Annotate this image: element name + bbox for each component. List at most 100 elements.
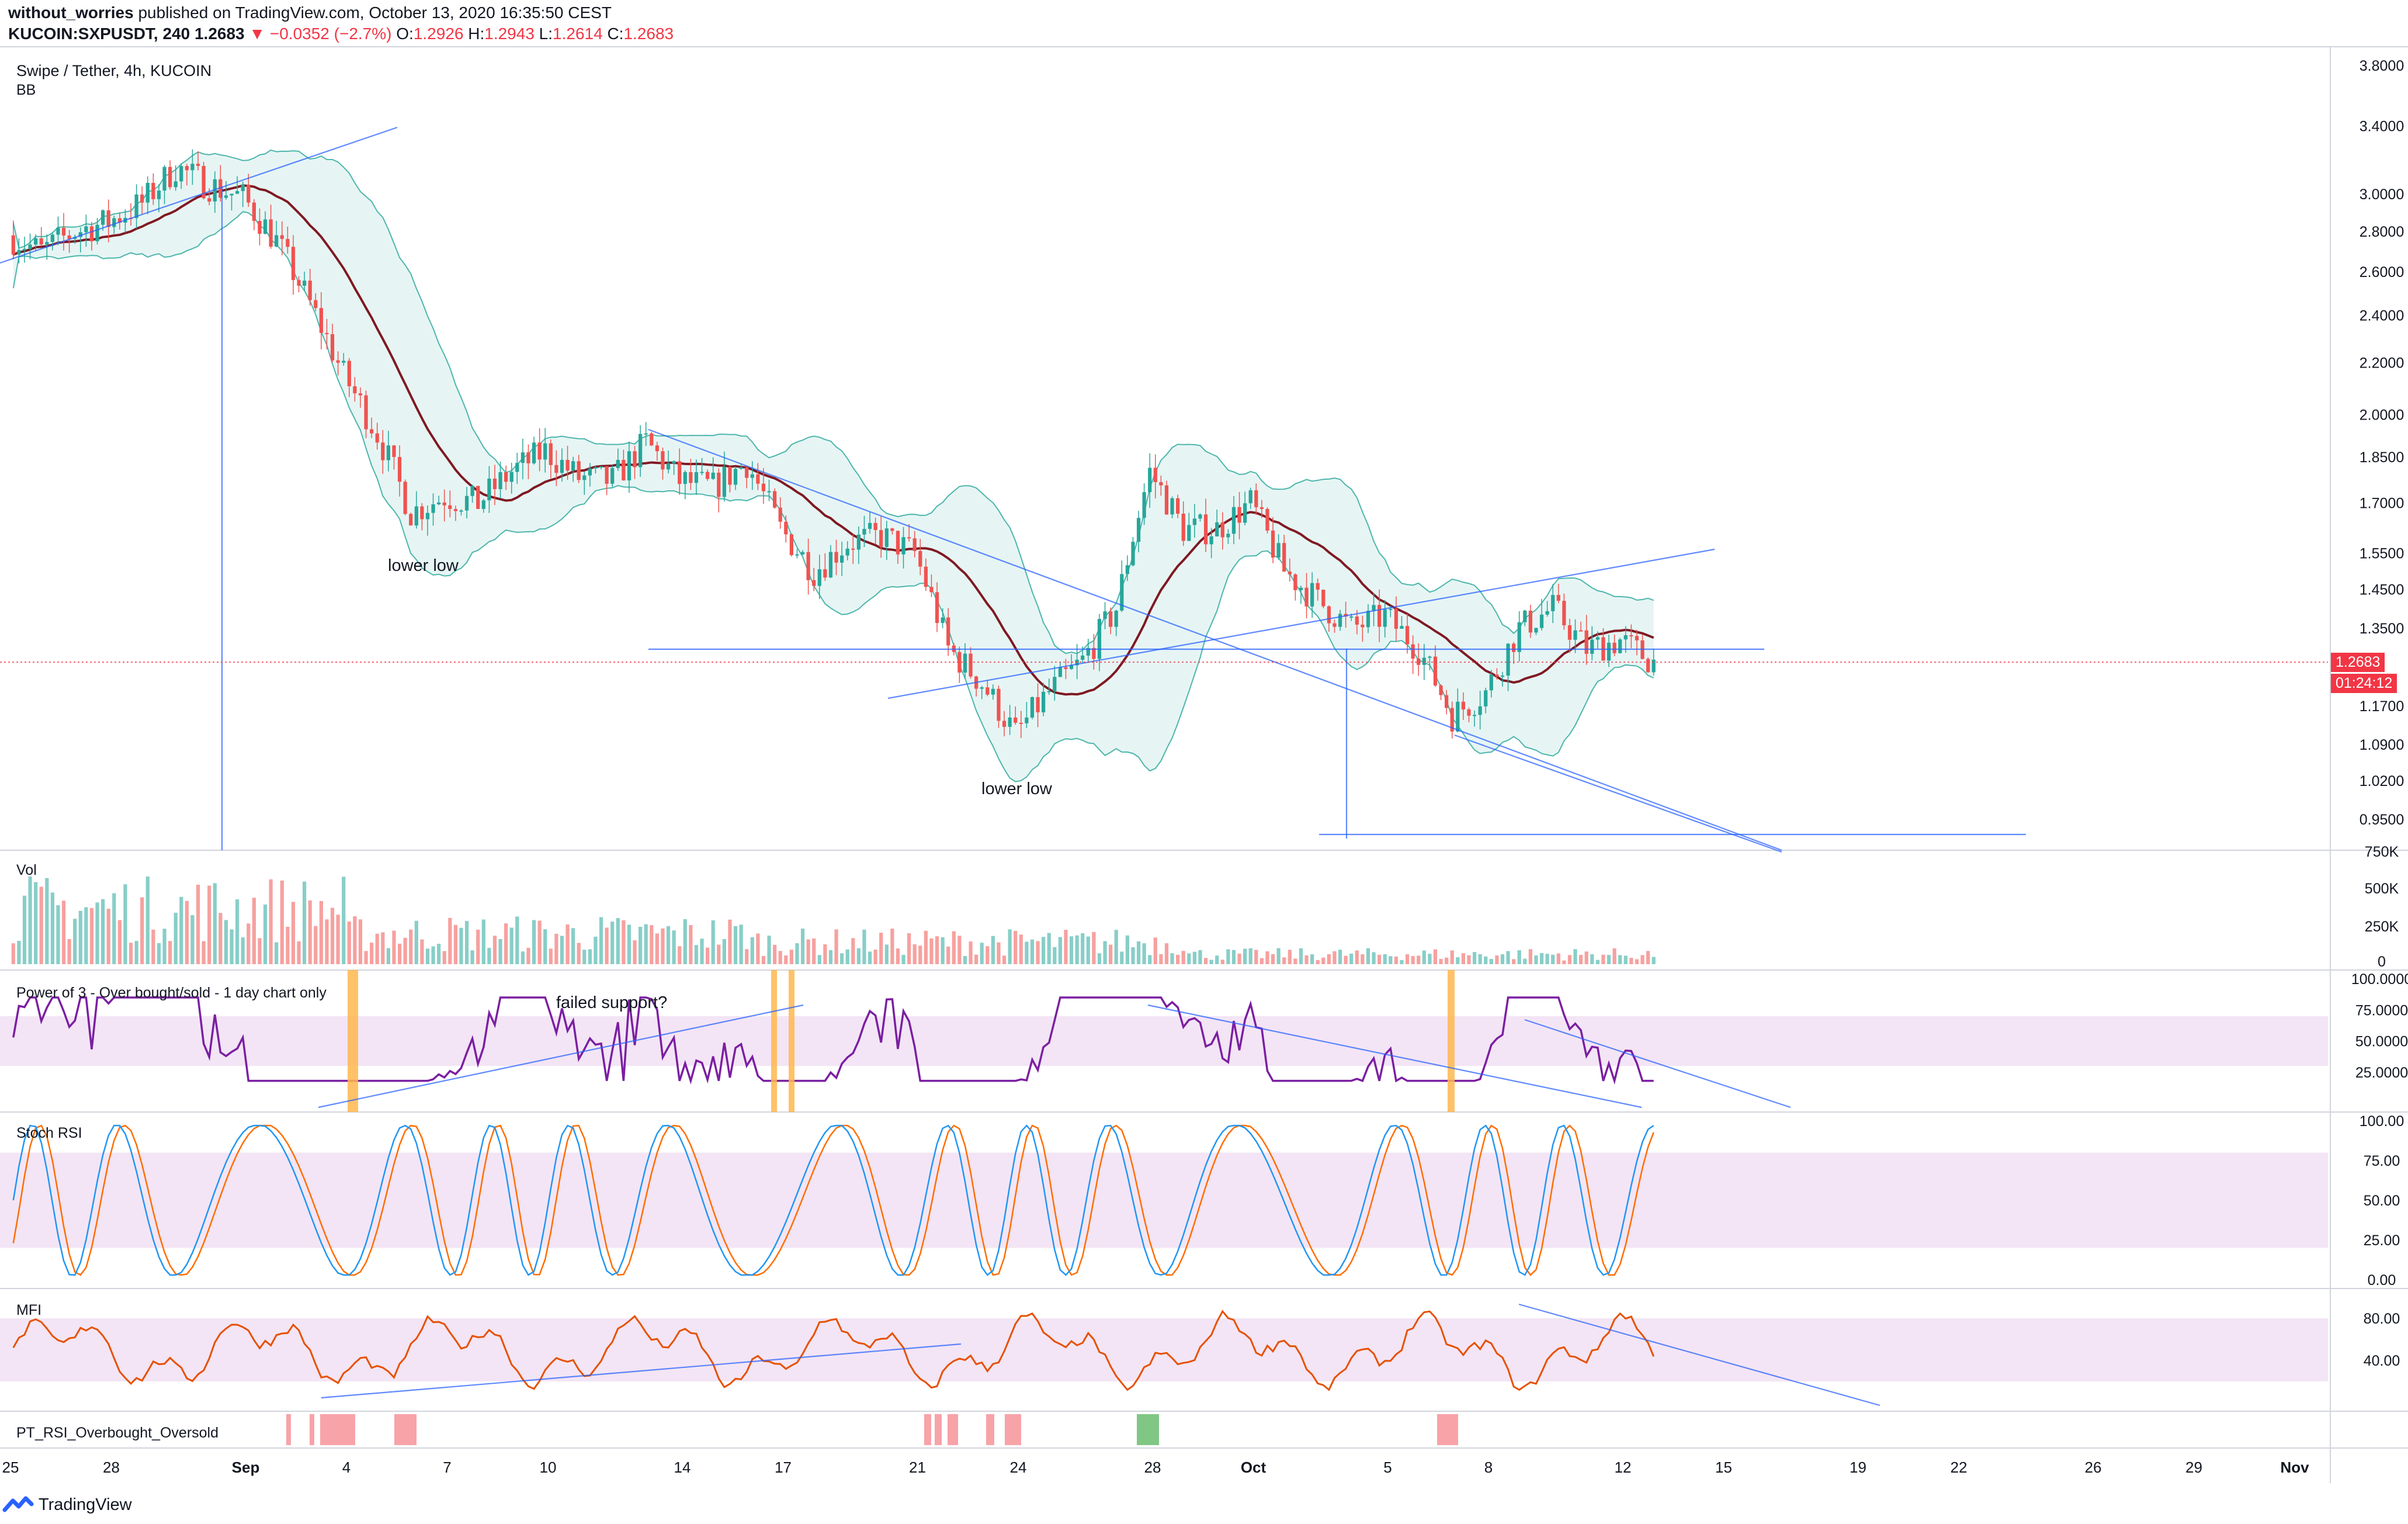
candle-body <box>1271 530 1275 558</box>
volume-bar <box>1467 955 1471 964</box>
volume-bar <box>515 916 519 964</box>
volume-bar <box>224 920 228 964</box>
volume-bar <box>1355 950 1359 964</box>
volume-bar <box>1450 950 1454 964</box>
candle-body <box>1500 676 1505 677</box>
volume-bar <box>1164 943 1169 964</box>
volume-bar <box>952 931 956 964</box>
candle-body <box>330 334 335 361</box>
volume-bar <box>689 925 693 964</box>
volume-bar <box>252 898 256 964</box>
volume-bar <box>890 929 894 964</box>
volume-bar <box>834 929 838 964</box>
price-axis-label: 1.7000 <box>2360 495 2404 511</box>
candle-body <box>549 443 553 465</box>
volume-bar <box>694 945 699 964</box>
symbol-label[interactable]: KUCOIN:SXPUSDT, 240 <box>8 25 190 43</box>
volume-bar <box>1478 954 1482 964</box>
volume-bar <box>1635 959 1639 964</box>
candle-body <box>834 552 838 563</box>
candle-body <box>280 235 284 239</box>
p3-pane-title[interactable]: Power of 3 - Over bought/sold - 1 day ch… <box>16 985 327 1001</box>
candle-body <box>45 242 49 245</box>
candle-body <box>1231 507 1236 534</box>
volume-bar <box>509 927 513 964</box>
volume-bar <box>1125 935 1129 964</box>
candle-body <box>1467 709 1471 716</box>
candle-body <box>1176 498 1180 514</box>
candle-body <box>314 300 318 309</box>
volume-bar <box>459 927 463 964</box>
volume-bar <box>745 949 749 964</box>
stoch-axis-label: 25.00 <box>2364 1232 2400 1249</box>
main-pane-title: Swipe / Tether, 4h, KUCOIN <box>16 62 212 79</box>
candle-body <box>1383 609 1387 627</box>
time-axis-label: 21 <box>909 1459 926 1476</box>
volume-bar <box>616 918 620 964</box>
volume-bar <box>140 897 144 964</box>
candle-body <box>565 459 570 471</box>
candle-body <box>661 451 665 470</box>
candle-body <box>448 505 452 510</box>
stoch-rsi-d-line <box>12 1124 1654 1276</box>
candle-body <box>963 653 967 673</box>
volume-bar <box>1187 953 1191 964</box>
mfi-pane-title[interactable]: MFI <box>16 1302 42 1318</box>
volume-bar <box>386 948 390 964</box>
volume-bar <box>347 922 351 964</box>
candle-body <box>1299 587 1303 590</box>
volume-pane-title[interactable]: Vol <box>16 862 37 878</box>
volume-bar <box>1014 931 1018 964</box>
candle-body <box>745 467 749 478</box>
tradingview-logo[interactable]: TradingView <box>2 1495 132 1515</box>
candle-body <box>1484 690 1488 706</box>
volume-bar <box>912 944 917 964</box>
volume-bar <box>991 936 995 964</box>
open-label: O: <box>396 25 414 43</box>
volume-bar <box>123 884 127 964</box>
bollinger-upper-line <box>12 149 1654 654</box>
candle-body <box>67 235 71 239</box>
candle-body <box>342 361 346 363</box>
volume-bar <box>1573 949 1577 964</box>
author-name[interactable]: without_worries <box>8 4 134 22</box>
volume-bar <box>963 955 967 964</box>
candle-body <box>1282 543 1286 572</box>
volume-bar <box>1265 951 1269 964</box>
volume-bar <box>56 905 60 964</box>
overbought-oversold-band <box>0 1318 2328 1381</box>
candle-body <box>1131 542 1135 566</box>
candle-body <box>1372 605 1376 611</box>
volume-bar <box>1131 947 1135 964</box>
volume-axis-label: 0 <box>2378 954 2386 970</box>
candle-body <box>28 244 32 249</box>
candle-body <box>795 554 799 556</box>
candle-body <box>1400 626 1404 629</box>
candle-body <box>1025 717 1029 723</box>
candle-body <box>560 459 564 473</box>
stoch-rsi-pane-title[interactable]: Stoch RSI <box>16 1125 82 1141</box>
candle-body <box>739 467 743 469</box>
pt-rsi-pane-title[interactable]: PT_RSI_Overbought_Oversold <box>16 1425 219 1441</box>
low-value: 1.2614 <box>553 25 603 43</box>
volume-bar <box>879 933 883 964</box>
volume-bar <box>1389 956 1393 964</box>
candle-body <box>957 652 962 673</box>
bb-indicator-label[interactable]: BB <box>16 82 36 98</box>
volume-bar <box>1075 935 1079 964</box>
volume-bar <box>761 955 766 964</box>
volume-bar <box>185 900 189 964</box>
volume-bar <box>565 924 570 964</box>
volume-bar <box>661 928 665 964</box>
candle-body <box>1623 635 1628 640</box>
volume-bar <box>1433 949 1438 964</box>
volume-bar <box>303 881 307 964</box>
volume-bar <box>1612 948 1616 964</box>
candle-body <box>711 472 715 479</box>
candle-body <box>1042 691 1046 712</box>
candle-body <box>134 194 138 219</box>
pt-rsi-signal <box>948 1414 958 1445</box>
volume-bar <box>1484 956 1488 964</box>
volume-bar <box>235 899 240 964</box>
